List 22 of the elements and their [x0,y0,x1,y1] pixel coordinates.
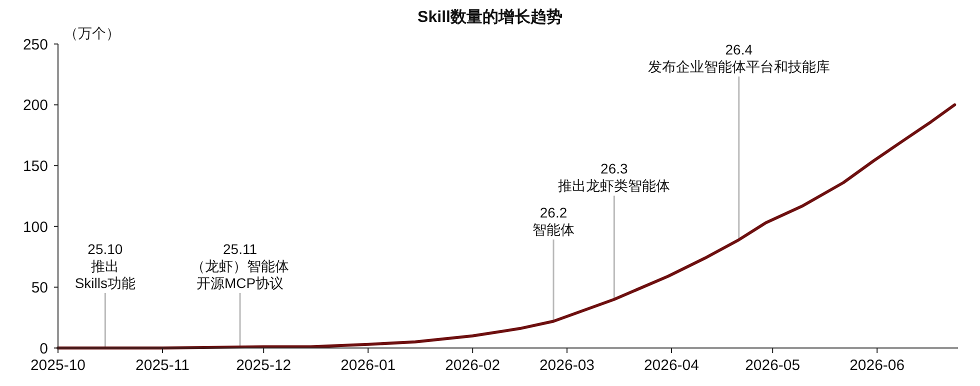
x-tick-label: 2025-11 [136,357,190,374]
annotation: 25.10 推出 Skills功能 [74,241,136,291]
x-tick-label: 2026-03 [539,357,595,374]
x-tick-label: 2026-02 [445,357,500,374]
annotation: 25.11 （龙虾）智能体开源MCP协议 [191,241,290,291]
y-tick-label: 50 [31,280,48,297]
x-tick-label: 2025-12 [236,357,292,374]
y-tick-label: 150 [22,158,48,175]
y-axis-title: （万个） [64,25,120,41]
x-tick-label: 2026-05 [745,357,800,374]
x-tick-label: 2026-06 [850,357,905,374]
annotation: 26.2 智能体 [532,204,575,238]
x-tick-label: 2026-01 [340,357,396,374]
annotation: 26.3 推出龙虾类智能体 [558,160,670,194]
y-tick-label: 200 [22,97,48,114]
y-tick-label: 0 [40,340,48,358]
x-tick-label: 2026-04 [644,357,700,374]
y-tick-label: 250 [22,36,48,54]
x-tick-label: 2025-10 [30,357,86,374]
annotation: 26.4 发布企业智能体平台和技能库 [648,42,830,75]
chart-title: Skill数量的增长趋势 [418,8,562,26]
y-tick-label: 100 [22,218,48,236]
